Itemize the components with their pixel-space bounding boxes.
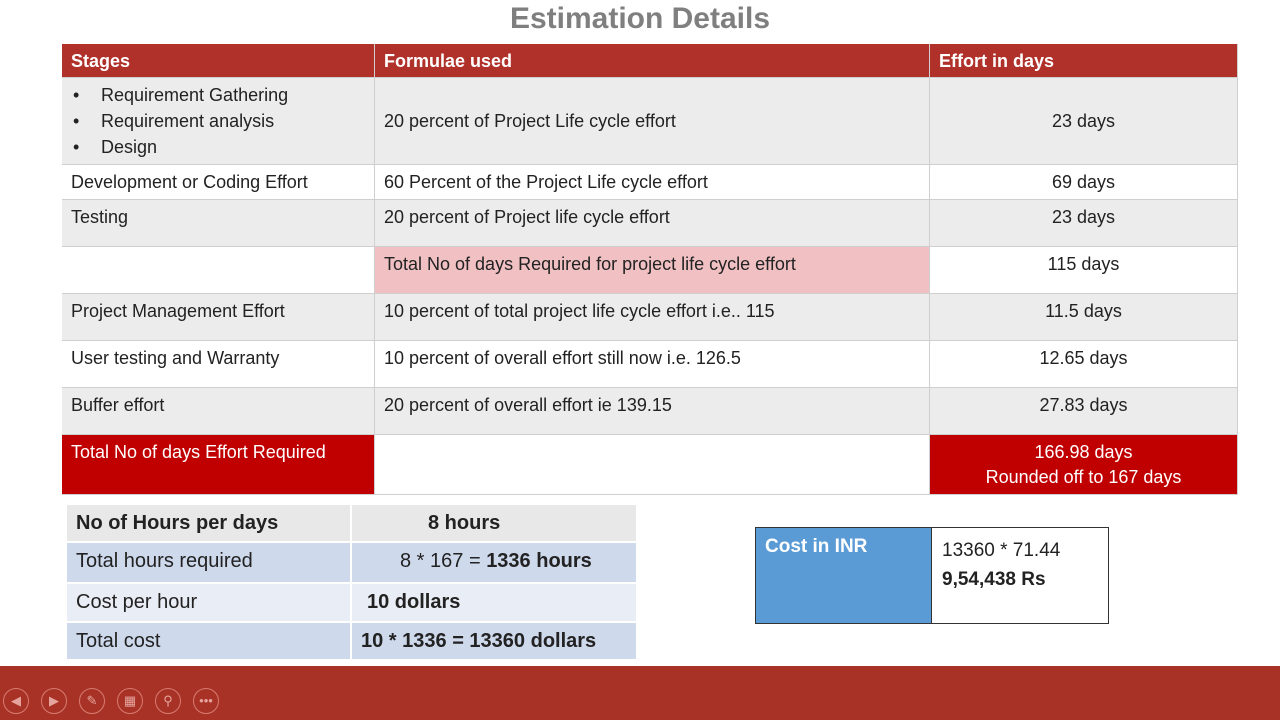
formula-cell: 10 percent of total project life cycle e…	[375, 294, 930, 341]
list-item: Design	[71, 134, 365, 160]
inr-result: 9,54,438 Rs	[942, 569, 1046, 590]
effort-cell: 23 days	[930, 78, 1238, 165]
more-icon[interactable]: •••	[193, 688, 219, 714]
cost-label: Cost per hour	[67, 584, 350, 621]
formula-text: 8 * 167 =	[400, 550, 487, 572]
stage-cell: Project Management Effort	[62, 294, 375, 341]
stage-cell: Buffer effort	[62, 388, 375, 435]
cost-value: 10 dollars	[352, 584, 636, 621]
cost-label: No of Hours per days	[67, 505, 350, 541]
total-days: 166.98 days	[1034, 442, 1133, 462]
total-label: Total No of days Effort Required	[62, 435, 375, 495]
cost-value: 8 hours	[352, 505, 636, 541]
total-value: 166.98 days Rounded off to 167 days	[930, 435, 1238, 495]
effort-cell: 69 days	[930, 165, 1238, 200]
total-empty-cell	[375, 435, 930, 495]
cost-label: Total hours required	[67, 543, 350, 582]
formula-cell: 60 Percent of the Project Life cycle eff…	[375, 165, 930, 200]
formula-cell: 20 percent of overall effort ie 139.15	[375, 388, 930, 435]
stage-cell: User testing and Warranty	[62, 341, 375, 388]
header-stages: Stages	[62, 44, 375, 78]
inr-value: 13360 * 71.44 9,54,438 Rs	[932, 528, 1108, 602]
stage-cell	[62, 247, 375, 294]
formula-cell: 20 percent of Project Life cycle effort	[375, 78, 930, 165]
stage-cell: Development or Coding Effort	[62, 165, 375, 200]
pen-icon[interactable]: ✎	[79, 688, 105, 714]
slides-icon[interactable]: ▦	[117, 688, 143, 714]
effort-cell: 12.65 days	[930, 341, 1238, 388]
formula-cell: 20 percent of Project life cycle effort	[375, 200, 930, 247]
inr-box: Cost in INR 13360 * 71.44 9,54,438 Rs	[755, 527, 1109, 624]
list-item: Requirement Gathering	[71, 82, 365, 108]
effort-cell: 11.5 days	[930, 294, 1238, 341]
effort-cell: 115 days	[930, 247, 1238, 294]
header-effort: Effort in days	[930, 44, 1238, 78]
previous-icon[interactable]: ◀	[3, 688, 29, 714]
slideshow-control-bar	[0, 666, 1280, 720]
inr-label: Cost in INR	[756, 528, 932, 623]
inr-formula: 13360 * 71.44	[942, 540, 1061, 561]
next-icon[interactable]: ▶	[41, 688, 67, 714]
result-text: 1336 hours	[486, 550, 592, 572]
effort-cell: 27.83 days	[930, 388, 1238, 435]
formula-cell-highlight: Total No of days Required for project li…	[375, 247, 930, 294]
table-row-stages: Requirement GatheringRequirement analysi…	[62, 78, 375, 165]
stage-cell: Testing	[62, 200, 375, 247]
list-item: Requirement analysis	[71, 108, 365, 134]
header-formulae: Formulae used	[375, 44, 930, 78]
slide-title: Estimation Details	[509, 2, 771, 35]
cost-label: Total cost	[67, 623, 350, 659]
cost-value: 10 * 1336 = 13360 dollars	[352, 623, 636, 659]
effort-cell: 23 days	[930, 200, 1238, 247]
formula-cell: 10 percent of overall effort still now i…	[375, 341, 930, 388]
cost-value: 8 * 167 = 1336 hours	[352, 543, 636, 582]
zoom-icon[interactable]: ⚲	[155, 688, 181, 714]
total-rounded: Rounded off to 167 days	[985, 467, 1182, 487]
